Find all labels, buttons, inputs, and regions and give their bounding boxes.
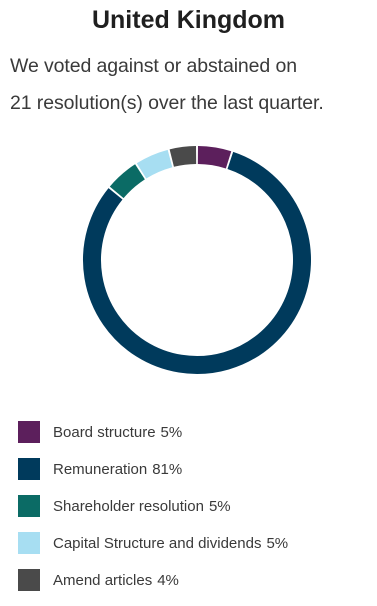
donut-slice-board-structure [197, 146, 232, 169]
legend-label: Capital Structure and dividends [53, 534, 262, 552]
page-title: United Kingdom [91, 6, 286, 34]
legend-value: 5% [266, 534, 289, 552]
subtitle-line-1: We voted against or abstained on [10, 55, 297, 77]
donut-chart [83, 146, 311, 374]
donut-slice-amend-articles [169, 146, 197, 167]
donut-slice-remuneration [83, 151, 311, 374]
chart-legend: Board structure 5% Remuneration 81% Shar… [18, 421, 368, 606]
legend-value: 4% [157, 571, 179, 589]
legend-value: 81% [152, 460, 183, 478]
subtitle-line-2: 21 resolution(s) over the last quarter. [10, 92, 324, 114]
legend-swatch [18, 532, 40, 554]
donut-slice-shareholder-resolution [109, 164, 146, 199]
legend-label: Board structure [53, 423, 156, 441]
legend-swatch [18, 495, 40, 517]
legend-item-amend-articles: Amend articles 4% [18, 569, 368, 591]
legend-label: Shareholder resolution [53, 497, 204, 515]
legend-item-shareholder-resolution: Shareholder resolution 5% [18, 495, 368, 517]
donut-slice-capital-structure-and-dividends [136, 149, 173, 179]
legend-label: Amend articles [53, 571, 153, 589]
legend-swatch [18, 421, 40, 443]
legend-item-remuneration: Remuneration 81% [18, 458, 368, 480]
page-subtitle: We voted against or abstained on 21 reso… [10, 48, 375, 122]
voting-summary-panel: United Kingdom We voted against or absta… [10, 6, 375, 591]
legend-item-capital-structure: Capital Structure and dividends 5% [18, 532, 368, 554]
legend-item-board-structure: Board structure 5% [18, 421, 368, 443]
legend-value: 5% [160, 423, 183, 441]
legend-value: 5% [208, 497, 231, 515]
legend-swatch [18, 458, 40, 480]
legend-label: Remuneration [53, 460, 148, 478]
legend-swatch [18, 569, 40, 591]
